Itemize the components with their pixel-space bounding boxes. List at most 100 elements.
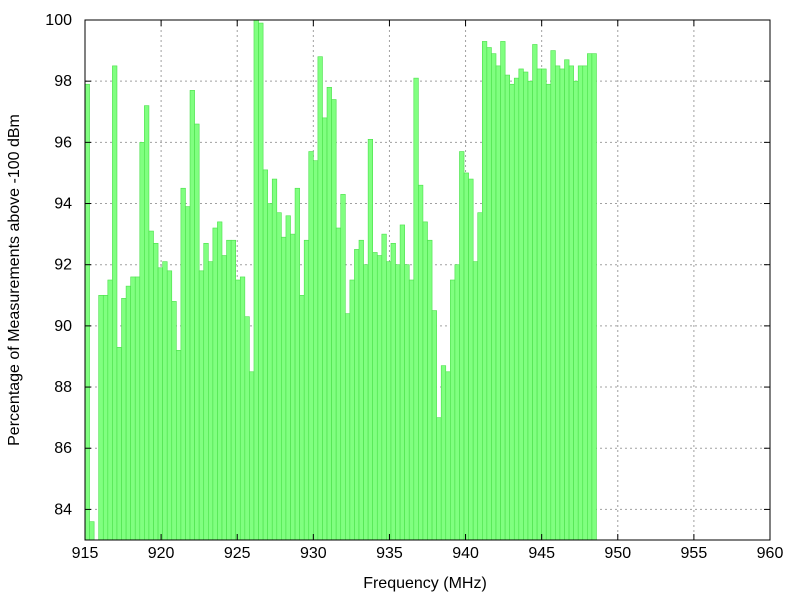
- bar: [322, 117, 328, 541]
- bar: [427, 239, 433, 541]
- x-tick-label: 920: [148, 545, 175, 562]
- bar: [404, 264, 410, 541]
- bar: [148, 230, 154, 541]
- bars: [84, 19, 597, 541]
- y-axis-title: Percentage of Measurements above -100 dB…: [6, 114, 23, 446]
- bar: [212, 227, 218, 541]
- bar: [399, 224, 405, 541]
- bar: [413, 77, 419, 541]
- bar: [249, 371, 255, 541]
- bar: [491, 53, 497, 541]
- bar: [171, 301, 177, 541]
- bar: [390, 242, 396, 541]
- bar: [162, 261, 168, 541]
- bar: [116, 346, 122, 541]
- bar: [358, 239, 364, 541]
- bar: [290, 233, 296, 541]
- bar: [472, 261, 479, 541]
- bar: [176, 350, 182, 541]
- bar: [481, 41, 488, 541]
- bar: [550, 50, 556, 541]
- bar: [376, 255, 383, 541]
- bar: [408, 279, 415, 541]
- x-tick-label: 950: [604, 545, 631, 562]
- bar: [354, 249, 360, 541]
- bar: [454, 264, 460, 541]
- ticks: 915 920 925 930 935 940 945 950 955 960 84 86 88 90 92…: [45, 12, 783, 562]
- bar: [564, 59, 570, 541]
- bar: [344, 313, 351, 541]
- bar: [459, 151, 465, 541]
- bar: [189, 90, 195, 541]
- bar: [386, 261, 392, 541]
- bar: [203, 242, 209, 541]
- bar: [194, 123, 200, 541]
- x-tick-label: 960: [757, 545, 784, 562]
- bar: [518, 68, 524, 541]
- bar: [166, 270, 173, 541]
- bar: [112, 65, 118, 541]
- bar: [185, 206, 191, 541]
- bar: [536, 68, 542, 541]
- bar: [509, 83, 515, 541]
- bar: [276, 212, 282, 541]
- bar: [555, 65, 561, 541]
- plot-frame: [84, 19, 771, 541]
- y-tick-label: 86: [54, 440, 72, 457]
- y-tick-label: 90: [54, 318, 72, 335]
- bar: [513, 77, 520, 541]
- bar: [317, 56, 323, 541]
- x-tick-label: 945: [528, 545, 555, 562]
- bar: [281, 236, 287, 541]
- bar: [299, 294, 305, 541]
- bar: [180, 187, 186, 541]
- bar: [349, 279, 355, 541]
- bar: [545, 83, 552, 541]
- bar: [395, 264, 401, 541]
- x-tick-label: 925: [224, 545, 251, 562]
- bar: [331, 99, 337, 541]
- bar: [153, 242, 159, 541]
- y-tick-label: 96: [54, 134, 72, 151]
- bar: [541, 68, 547, 541]
- bar: [431, 310, 437, 541]
- bar: [230, 239, 236, 541]
- bar: [577, 65, 584, 541]
- bar: [445, 371, 451, 541]
- bar: [294, 187, 300, 541]
- bar: [235, 279, 241, 541]
- bar: [591, 53, 597, 541]
- bar: [102, 294, 109, 541]
- bar: [532, 44, 538, 541]
- bar: [422, 221, 428, 541]
- x-tick-label: 915: [72, 545, 99, 562]
- bar: [258, 22, 264, 541]
- bar: [285, 215, 291, 541]
- bar: [262, 169, 268, 541]
- bar: [504, 74, 510, 541]
- bar: [477, 212, 483, 541]
- bar: [130, 276, 136, 541]
- bar: [568, 65, 574, 541]
- bar: [559, 68, 565, 541]
- bar: [436, 417, 442, 541]
- bar: [98, 294, 104, 541]
- bar: [313, 160, 319, 541]
- bar: [418, 184, 424, 541]
- bar: [527, 80, 533, 541]
- x-tick-label: 930: [300, 545, 327, 562]
- bar: [239, 276, 246, 541]
- bar: [335, 227, 342, 541]
- bar: [221, 255, 227, 541]
- y-tick-label: 98: [54, 73, 72, 90]
- bar: [523, 71, 529, 541]
- bar: [134, 276, 141, 541]
- y-tick-label: 92: [54, 257, 72, 274]
- bar: [468, 178, 474, 541]
- bar: [495, 65, 501, 541]
- x-tick-label: 940: [452, 545, 479, 562]
- bar: [89, 521, 95, 541]
- bar: [121, 298, 127, 541]
- bar: [125, 285, 131, 541]
- bar: [486, 47, 492, 541]
